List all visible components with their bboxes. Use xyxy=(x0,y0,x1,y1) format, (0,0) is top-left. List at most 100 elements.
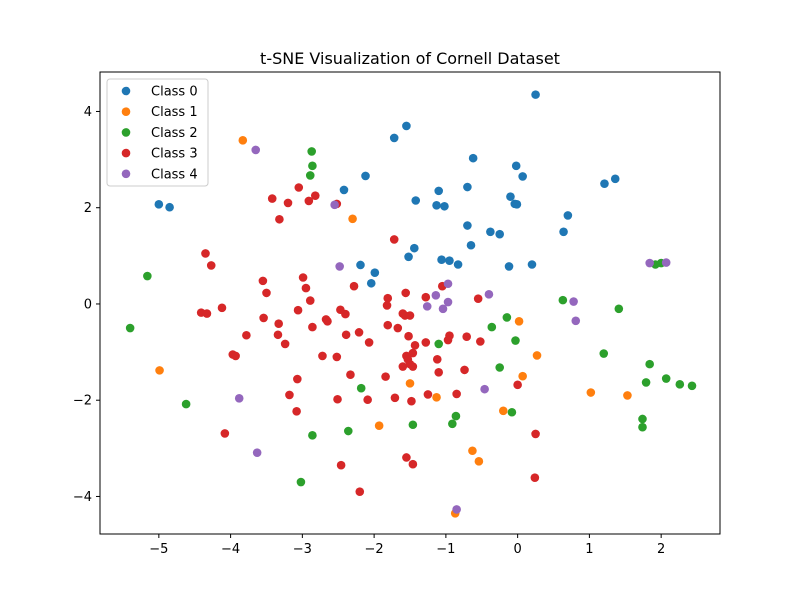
data-point xyxy=(202,309,212,318)
data-point xyxy=(495,229,504,239)
data-point xyxy=(504,262,514,271)
data-point xyxy=(330,200,339,210)
data-point xyxy=(463,182,472,192)
data-point xyxy=(530,473,540,482)
data-point xyxy=(511,336,520,345)
data-point xyxy=(242,330,251,340)
data-point xyxy=(610,174,620,184)
data-point xyxy=(434,186,444,196)
data-point xyxy=(341,309,350,319)
data-point xyxy=(518,371,527,381)
data-point xyxy=(346,370,355,380)
points-layer xyxy=(125,90,697,518)
data-point xyxy=(343,426,353,436)
data-point xyxy=(305,296,315,305)
data-point xyxy=(363,395,372,405)
data-point xyxy=(165,202,174,212)
data-point xyxy=(445,256,454,265)
data-point xyxy=(273,330,283,340)
data-point xyxy=(275,214,284,224)
data-point xyxy=(333,394,342,404)
data-point xyxy=(356,260,365,270)
data-point xyxy=(393,323,403,333)
data-point xyxy=(462,332,471,341)
data-point xyxy=(531,90,540,99)
data-point xyxy=(421,292,431,302)
data-point xyxy=(308,161,317,171)
data-point xyxy=(154,200,164,209)
data-point xyxy=(285,390,294,400)
data-point xyxy=(238,136,248,145)
x-tick-label: −3 xyxy=(293,542,312,557)
x-tick-label: −4 xyxy=(221,542,240,557)
data-point xyxy=(502,313,512,322)
data-point xyxy=(262,288,271,298)
data-point xyxy=(410,243,419,253)
data-point xyxy=(267,194,277,203)
data-point xyxy=(518,172,527,181)
data-point xyxy=(301,283,311,293)
data-point xyxy=(473,294,483,303)
y-tick-label: 0 xyxy=(84,297,92,312)
data-point xyxy=(292,406,301,416)
data-point xyxy=(443,297,453,307)
data-point xyxy=(638,414,647,424)
data-point xyxy=(407,396,416,406)
data-point xyxy=(422,302,432,311)
data-point xyxy=(569,297,578,306)
data-point xyxy=(408,362,418,371)
data-point xyxy=(443,335,453,345)
data-point xyxy=(463,221,472,230)
legend: Class 0 Class 1 Class 2 Class 3 Class 4 xyxy=(106,78,209,187)
data-point xyxy=(432,201,441,210)
data-point xyxy=(298,273,308,282)
data-point xyxy=(220,429,230,438)
y-tick-label: −2 xyxy=(73,394,92,409)
data-point xyxy=(251,145,261,155)
data-point xyxy=(402,453,411,462)
data-point xyxy=(507,407,517,417)
x-tick-label: 0 xyxy=(513,542,521,557)
data-point xyxy=(410,341,420,350)
data-point xyxy=(558,295,568,305)
data-point xyxy=(434,368,444,377)
series-class-1 xyxy=(155,136,632,518)
data-point xyxy=(310,191,320,200)
data-point xyxy=(486,227,495,237)
data-point xyxy=(514,316,524,326)
data-point xyxy=(599,349,609,358)
data-point xyxy=(307,147,316,156)
data-point xyxy=(339,185,349,195)
data-point xyxy=(304,196,314,206)
data-point xyxy=(305,171,315,180)
data-point xyxy=(453,260,463,269)
data-point xyxy=(423,390,433,399)
data-point xyxy=(259,313,268,323)
data-point xyxy=(401,288,410,298)
data-point xyxy=(405,379,415,388)
data-point xyxy=(404,331,413,341)
x-tick-label: 2 xyxy=(657,542,665,557)
data-point xyxy=(466,240,476,250)
data-point xyxy=(308,431,317,440)
x-tick-label: −1 xyxy=(436,542,455,557)
data-point xyxy=(355,487,365,496)
data-point xyxy=(645,258,654,268)
x-tick-label: 1 xyxy=(585,542,593,557)
data-point xyxy=(623,391,632,400)
data-point xyxy=(336,460,346,470)
data-point xyxy=(408,420,418,430)
legend-marker xyxy=(121,107,131,116)
data-point xyxy=(361,171,370,181)
data-point xyxy=(484,290,494,299)
data-point xyxy=(252,448,262,457)
plot-frame xyxy=(99,71,721,535)
data-point xyxy=(586,388,596,397)
data-point xyxy=(600,179,609,188)
legend-marker xyxy=(121,128,131,137)
data-point xyxy=(487,322,497,332)
data-point xyxy=(382,301,392,310)
data-point xyxy=(201,249,210,258)
data-point xyxy=(404,252,413,262)
data-point xyxy=(283,198,293,208)
